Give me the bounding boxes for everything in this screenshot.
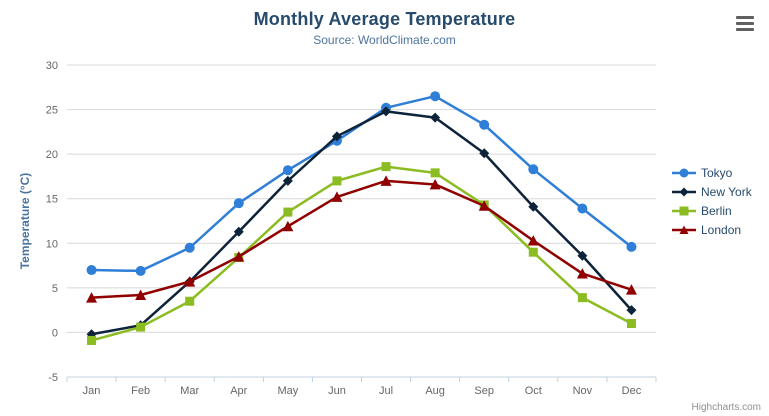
- data-point-berlin[interactable]: [381, 162, 391, 172]
- data-point-london[interactable]: [625, 284, 637, 295]
- y-axis-label: 10: [46, 238, 58, 250]
- chart-title: Monthly Average Temperature: [253, 9, 516, 29]
- legend-item-tokyo[interactable]: Tokyo: [672, 166, 752, 180]
- series-line-new-york[interactable]: [91, 110, 633, 336]
- data-point-london[interactable]: [233, 251, 245, 262]
- y-axis-label: 25: [46, 105, 58, 117]
- y-axis-label: -5: [48, 372, 58, 384]
- data-point-london[interactable]: [380, 175, 392, 186]
- y-axis-label: 30: [46, 60, 58, 72]
- data-point-tokyo[interactable]: [135, 265, 146, 276]
- legend-label: London: [701, 223, 742, 237]
- data-point-new-york[interactable]: [479, 148, 490, 159]
- data-point-berlin[interactable]: [283, 207, 293, 217]
- data-point-new-york[interactable]: [233, 226, 244, 237]
- series-line-tokyo[interactable]: [91, 94, 633, 273]
- data-point-berlin[interactable]: [87, 335, 97, 345]
- credits-link[interactable]: Highcharts.com: [691, 402, 761, 413]
- data-point-new-york[interactable]: [331, 131, 342, 142]
- x-axis-label: Jul: [379, 385, 393, 397]
- legend-label: New York: [701, 185, 752, 199]
- data-point-new-york[interactable]: [626, 305, 637, 316]
- x-axis-label: Mar: [180, 385, 199, 397]
- series-line-london[interactable]: [91, 179, 632, 299]
- data-point-tokyo[interactable]: [528, 164, 539, 175]
- x-axis-label: May: [277, 385, 298, 397]
- data-point-tokyo[interactable]: [184, 242, 195, 253]
- data-point-berlin[interactable]: [185, 296, 195, 306]
- data-point-london[interactable]: [135, 289, 147, 300]
- export-menu-button[interactable]: [733, 12, 757, 34]
- x-axis-label: Jan: [83, 385, 101, 397]
- data-point-tokyo[interactable]: [479, 119, 490, 130]
- x-axis-label: Oct: [525, 385, 542, 397]
- hamburger-icon: [736, 21, 754, 25]
- hamburger-icon: [736, 15, 754, 19]
- y-axis-label: 15: [46, 194, 58, 206]
- legend-marker-london[interactable]: [679, 225, 689, 235]
- x-axis-label: Nov: [573, 385, 593, 397]
- data-point-tokyo[interactable]: [626, 241, 637, 252]
- y-axis-label: 20: [46, 149, 58, 161]
- legend-marker-tokyo[interactable]: [679, 168, 689, 178]
- data-point-new-york[interactable]: [528, 201, 539, 212]
- data-point-london[interactable]: [527, 235, 539, 246]
- data-point-new-york[interactable]: [430, 112, 441, 123]
- data-point-tokyo[interactable]: [430, 91, 441, 102]
- circle-marker-icon: [672, 168, 696, 178]
- data-point-berlin[interactable]: [577, 293, 587, 303]
- data-point-tokyo[interactable]: [577, 203, 588, 214]
- data-point-london[interactable]: [576, 268, 588, 279]
- legend-marker-berlin[interactable]: [679, 206, 689, 216]
- square-marker-icon: [672, 206, 696, 216]
- y-axis-title: Temperature (°C): [18, 172, 32, 270]
- data-point-tokyo[interactable]: [282, 165, 293, 176]
- diamond-marker-icon: [672, 187, 696, 197]
- data-point-berlin[interactable]: [332, 176, 342, 186]
- data-point-london[interactable]: [86, 292, 98, 303]
- data-point-berlin[interactable]: [136, 322, 146, 332]
- legend-item-london[interactable]: London: [672, 223, 752, 237]
- data-point-london[interactable]: [331, 191, 343, 202]
- legend-marker-new-york[interactable]: [679, 187, 689, 197]
- legend-item-new-york[interactable]: New York: [672, 185, 752, 199]
- data-point-berlin[interactable]: [430, 168, 440, 178]
- data-point-tokyo[interactable]: [233, 198, 244, 209]
- chart-subtitle: Source: WorldClimate.com: [313, 33, 456, 47]
- data-point-london[interactable]: [184, 276, 196, 287]
- x-axis-label: Jun: [328, 385, 346, 397]
- series-line-berlin[interactable]: [91, 165, 633, 342]
- data-point-london[interactable]: [478, 200, 490, 211]
- data-point-new-york[interactable]: [577, 250, 588, 261]
- data-point-berlin[interactable]: [528, 247, 538, 257]
- data-point-london[interactable]: [429, 178, 441, 190]
- legend-label: Tokyo: [701, 166, 733, 180]
- y-axis-label: 5: [52, 283, 58, 295]
- data-point-new-york[interactable]: [381, 106, 392, 117]
- legend: Tokyo New York Berlin London: [672, 166, 752, 237]
- data-point-berlin[interactable]: [626, 319, 636, 329]
- data-point-tokyo[interactable]: [86, 265, 97, 276]
- x-axis-label: Aug: [425, 385, 445, 397]
- data-point-london[interactable]: [282, 220, 294, 232]
- x-axis-label: Sep: [474, 385, 494, 397]
- data-point-new-york[interactable]: [282, 175, 293, 186]
- legend-item-berlin[interactable]: Berlin: [672, 204, 752, 218]
- x-axis-label: Dec: [622, 385, 642, 397]
- x-axis-label: Feb: [131, 385, 150, 397]
- legend-label: Berlin: [701, 204, 732, 218]
- hamburger-icon: [736, 27, 754, 31]
- x-axis-label: Apr: [230, 385, 247, 397]
- triangle-marker-icon: [672, 225, 696, 235]
- y-axis-label: 0: [52, 327, 58, 339]
